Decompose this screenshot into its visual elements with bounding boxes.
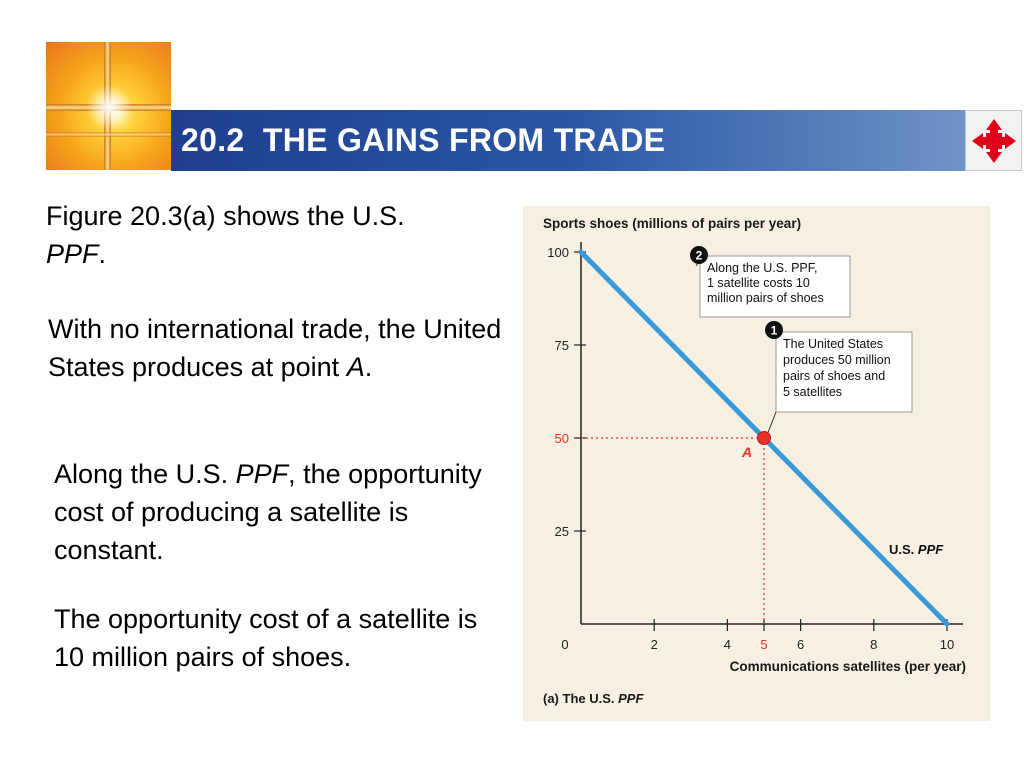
point-a-label: A [741,444,752,460]
x-tick-label: 4 [724,637,731,652]
y-tick-label: 75 [555,338,569,353]
annotation-1-leader [766,411,777,436]
text-no-trade: With no international trade, the United … [48,314,502,382]
annotation-2-line: million pairs of shoes [707,291,824,305]
y-tick-label: 50 [555,431,569,446]
series-label-part: U.S. [889,542,918,557]
title-bar: 20.2 THE GAINS FROM TRADE [171,110,965,171]
annotation-1-line: 5 satellites [783,385,842,399]
annotation-1-line: produces 50 million [783,353,891,367]
annotation-1-box [775,331,913,413]
logo-image [46,42,171,170]
chart-panel: Sports shoes (millions of pairs per year… [523,206,990,721]
text-figure-intro: Figure 20.3(a) shows the U.S. PPF. [46,201,405,269]
x-tick-label: 10 [940,637,954,652]
series-label: U.S. PPF [889,542,944,557]
y-axis-label: Sports shoes (millions of pairs per year… [543,216,801,231]
annotation-2-line: Along the U.S. PPF, [707,261,817,275]
chart-caption-part: (a) The U.S. [543,691,618,706]
annotation-1-line: The United States [783,337,883,351]
x-tick-label: 8 [870,637,877,652]
chart-caption: (a) The U.S. PPF [543,691,644,706]
x-tick-label: 2 [651,637,658,652]
chart-caption-italic: PPF [618,691,644,706]
series-label-italic: PPF [918,542,944,557]
text-opportunity-cost: The opportunity cost of a satellite is 1… [54,604,478,672]
svg-text:Along the U.S. PPF, 1 sa: Along the U.S. PPF, 1 satellite costs 10… [707,261,824,305]
annotation-2-box [699,255,851,318]
navigation-button[interactable] [965,110,1022,171]
y-tick-label: 25 [555,524,569,539]
y-tick-label: 100 [547,245,569,260]
x-tick-label: 6 [797,637,804,652]
point-a-marker [757,431,771,445]
annotation-2-number: 2 [696,249,703,263]
ppf-chart: Sports shoes (millions of pairs per year… [543,216,966,706]
four-way-arrows-icon [971,118,1016,163]
svg-text:The United States produc: The United States produces 50 million pa… [783,337,894,399]
annotation-1-marker [765,321,783,339]
x-tick-label: 5 [760,637,767,652]
annotation-1-line: pairs of shoes and [783,369,885,383]
text-constant-cost: Along the U.S. PPF, the opportunity cost… [54,459,482,565]
annotation-2-line: 1 satellite costs 10 [707,276,810,290]
annotation-1-number: 1 [771,324,778,338]
slide-title: 20.2 THE GAINS FROM TRADE [181,122,666,158]
annotation-2-marker [690,246,708,264]
x-axis-label: Communications satellites (per year) [730,659,966,674]
x-tick-label: 0 [561,637,568,652]
